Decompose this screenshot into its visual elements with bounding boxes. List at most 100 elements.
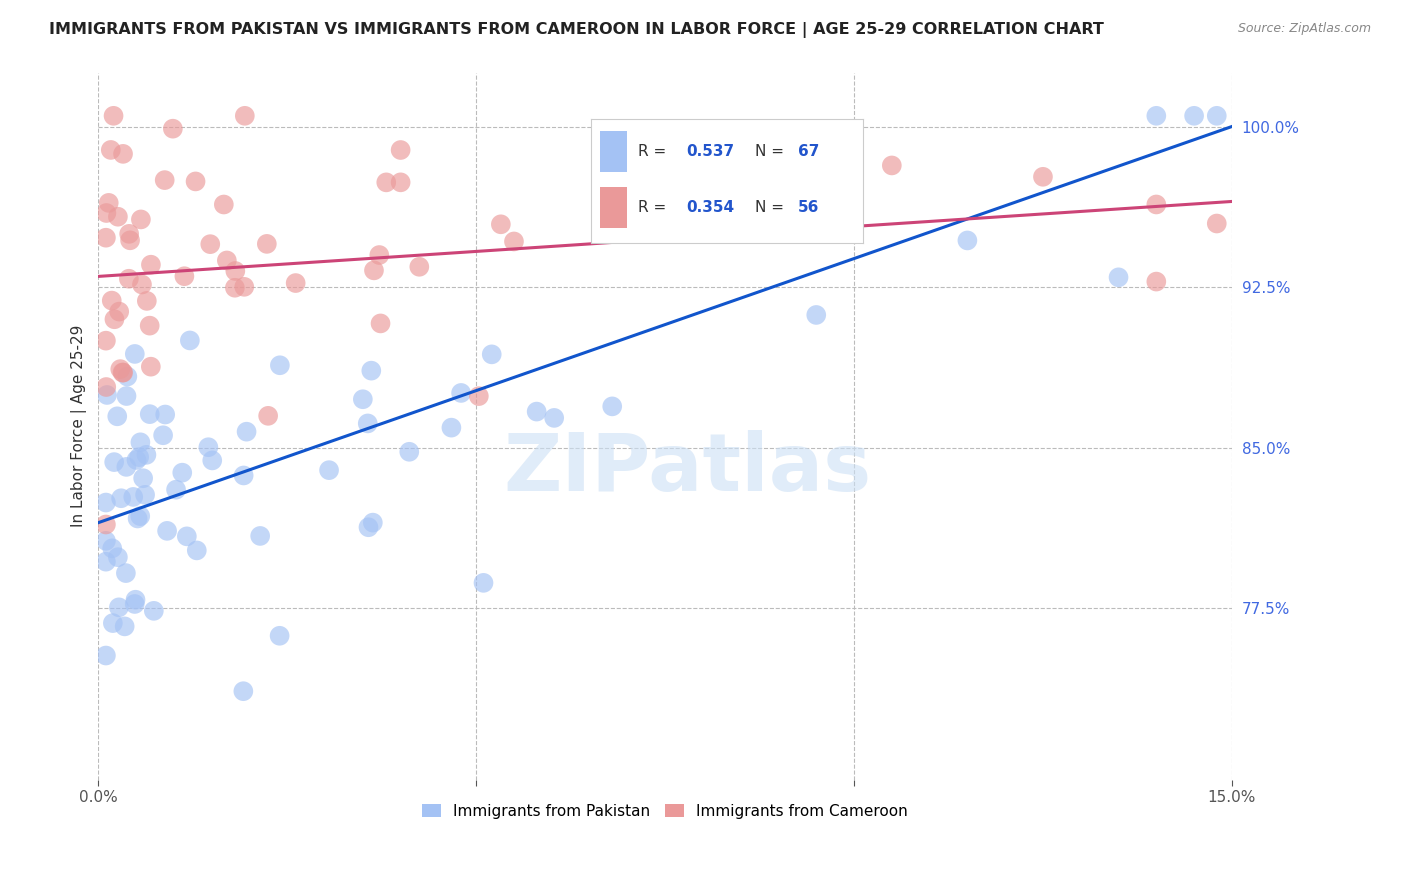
Point (440, 420, 463, 434)
Point (543, 410, 565, 425)
Point (235, 425, 257, 439)
Point (472, 575, 495, 590)
Point (100, 143, 122, 157)
Point (1144, 275, 1167, 289)
Point (201, 453, 224, 467)
Text: IMMIGRANTS FROM PAKISTAN VS IMMIGRANTS FROM CAMEROON IN LABOR FORCE | AGE 25-29 : IMMIGRANTS FROM PAKISTAN VS IMMIGRANTS F… (49, 22, 1104, 38)
Point (110, 491, 132, 506)
Point (503, 235, 526, 249)
Y-axis label: In Labor Force | Age 25-29: In Labor Force | Age 25-29 (72, 325, 87, 527)
Point (114, 619, 136, 633)
Point (135, 448, 157, 462)
Point (103, 455, 125, 469)
Point (138, 318, 160, 333)
Point (112, 146, 135, 161)
Point (124, 597, 146, 611)
Point (94, 495, 117, 509)
Point (94, 648, 117, 663)
Point (269, 358, 291, 372)
Point (233, 109, 256, 123)
Point (179, 334, 201, 348)
Point (122, 490, 145, 504)
Point (111, 366, 134, 380)
Point (1108, 270, 1130, 285)
Point (616, 205, 638, 219)
Point (94, 334, 117, 348)
Point (370, 317, 392, 331)
Point (100, 293, 122, 308)
Point (361, 516, 384, 530)
Text: Source: ZipAtlas.com: Source: ZipAtlas.com (1237, 22, 1371, 36)
Point (212, 197, 235, 211)
Point (110, 362, 132, 376)
Point (139, 258, 162, 272)
Point (768, 211, 790, 226)
Point (176, 529, 198, 543)
Point (96, 206, 118, 220)
Point (481, 347, 503, 361)
Point (1205, 109, 1227, 123)
Point (94, 533, 117, 548)
Point (129, 212, 152, 227)
Point (375, 175, 398, 189)
Point (224, 281, 246, 295)
Point (94, 230, 117, 244)
Point (108, 304, 131, 318)
Point (224, 264, 246, 278)
Point (1144, 109, 1167, 123)
Point (1032, 169, 1054, 184)
Point (107, 210, 129, 224)
Point (134, 488, 156, 502)
Point (120, 233, 142, 247)
Point (408, 260, 430, 274)
Point (363, 263, 385, 277)
Point (318, 463, 340, 477)
Point (115, 566, 138, 580)
Point (108, 600, 131, 615)
Point (105, 409, 128, 424)
Point (257, 409, 280, 423)
Point (153, 408, 176, 422)
Point (142, 604, 165, 618)
Point (256, 236, 278, 251)
Point (129, 509, 152, 524)
Point (1144, 197, 1167, 211)
Point (197, 440, 219, 454)
Point (124, 592, 146, 607)
Point (115, 459, 138, 474)
Point (357, 417, 380, 431)
Point (468, 389, 491, 403)
Point (112, 366, 135, 380)
Point (152, 428, 174, 442)
Point (165, 483, 187, 497)
Point (153, 173, 176, 187)
Point (115, 389, 138, 403)
Point (184, 174, 207, 188)
Point (101, 541, 124, 556)
Point (125, 453, 148, 467)
Point (96, 388, 118, 402)
Point (389, 175, 412, 189)
Point (97, 195, 120, 210)
Point (215, 253, 238, 268)
Point (135, 293, 157, 308)
Point (118, 271, 141, 285)
Point (94, 517, 117, 532)
Point (352, 392, 374, 407)
Point (128, 450, 150, 464)
Point (1182, 109, 1205, 123)
Legend: Immigrants from Pakistan, Immigrants from Cameroon: Immigrants from Pakistan, Immigrants fro… (416, 797, 914, 825)
Point (118, 227, 141, 241)
Text: ZIPatlas: ZIPatlas (503, 430, 872, 508)
Point (156, 524, 179, 538)
Point (103, 109, 125, 123)
Point (139, 407, 162, 421)
Point (1205, 217, 1227, 231)
Point (173, 269, 195, 284)
Point (162, 121, 184, 136)
Point (600, 400, 623, 414)
Point (131, 277, 153, 292)
Point (200, 237, 222, 252)
Point (489, 217, 512, 231)
Point (124, 347, 146, 361)
